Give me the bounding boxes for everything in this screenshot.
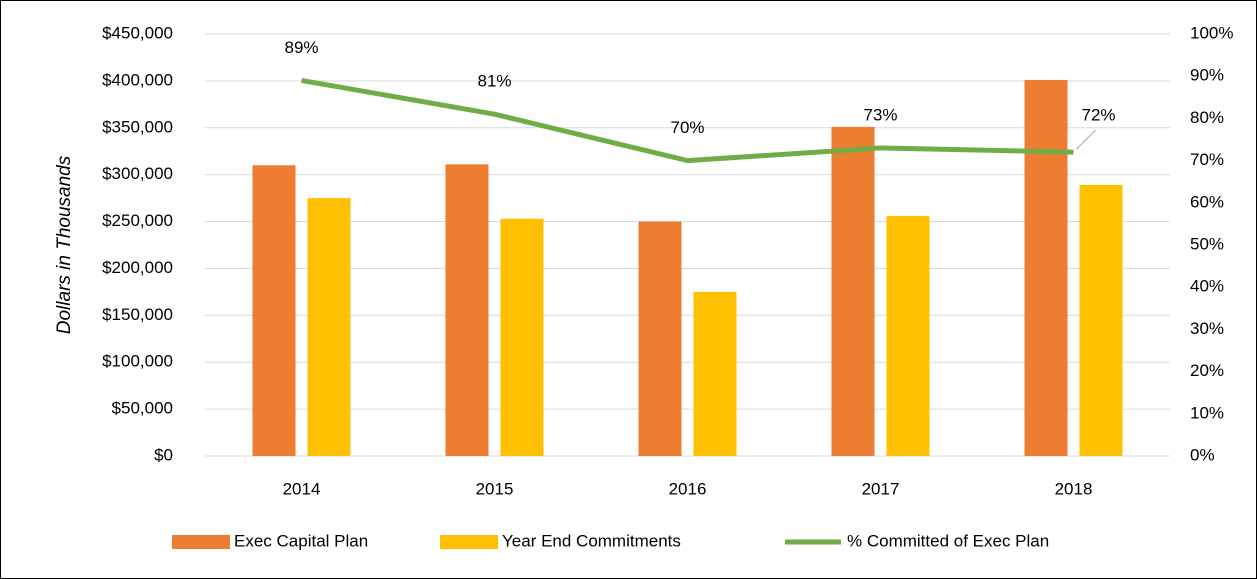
x-tick-label: 2018 — [1055, 479, 1093, 498]
y2-tick-label: 70% — [1190, 150, 1224, 169]
bar — [638, 221, 682, 456]
y-tick-label: $0 — [154, 445, 173, 464]
x-tick-label: 2017 — [862, 479, 900, 498]
y2-tick-label: 50% — [1190, 234, 1224, 253]
x-tick-label: 2014 — [283, 479, 321, 498]
y-tick-label: $450,000 — [102, 23, 173, 42]
data-label: 81% — [477, 72, 511, 91]
line — [301, 77, 1074, 164]
data-label: 89% — [284, 38, 318, 57]
y-tick-label: $400,000 — [102, 70, 173, 89]
bar — [252, 165, 296, 457]
legend-swatch — [172, 535, 230, 549]
legend-label: Year End Commitments — [502, 531, 681, 550]
y2-tick-label: 100% — [1190, 23, 1233, 42]
y2-tick-label: 80% — [1190, 108, 1224, 127]
leader-line — [1076, 129, 1096, 150]
y2-tick-label: 90% — [1190, 66, 1224, 85]
y2-tick-label: 20% — [1190, 361, 1224, 380]
bar — [1024, 79, 1068, 456]
legend-label: % Committed of Exec Plan — [847, 531, 1049, 550]
bar — [500, 218, 544, 456]
data-label: 70% — [670, 118, 704, 137]
y2-tick-label: 40% — [1190, 277, 1224, 296]
y-axis-label: Dollars in Thousands — [54, 155, 75, 334]
y2-tick-label: 30% — [1190, 319, 1224, 338]
x-tick-label: 2015 — [476, 479, 514, 498]
bar — [445, 164, 489, 456]
bar — [886, 215, 930, 456]
y-tick-label: $100,000 — [102, 352, 173, 371]
y-tick-label: $150,000 — [102, 305, 173, 324]
data-label: 72% — [1081, 106, 1115, 125]
bar — [831, 126, 875, 456]
bar — [693, 291, 737, 456]
y-tick-label: $200,000 — [102, 258, 173, 277]
y2-tick-label: 0% — [1190, 445, 1215, 464]
y2-tick-label: 60% — [1190, 192, 1224, 211]
bar — [307, 198, 351, 456]
data-label: 73% — [863, 105, 897, 124]
legend-label: Exec Capital Plan — [234, 531, 368, 550]
x-tick-label: 2016 — [669, 479, 707, 498]
bar — [1079, 184, 1123, 456]
y2-tick-label: 10% — [1190, 403, 1224, 422]
y-tick-label: $250,000 — [102, 211, 173, 230]
y-tick-label: $300,000 — [102, 164, 173, 183]
legend-swatch — [440, 535, 498, 549]
y-tick-label: $350,000 — [102, 117, 173, 136]
y-tick-label: $50,000 — [112, 399, 173, 418]
